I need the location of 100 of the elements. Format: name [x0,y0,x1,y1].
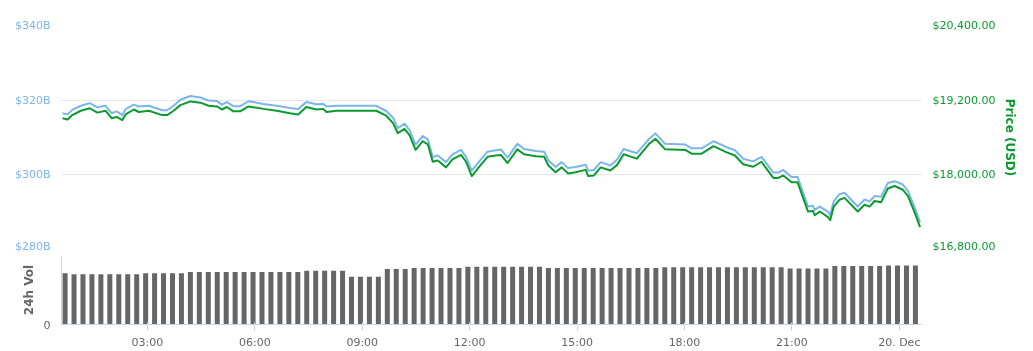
bar [778,267,784,325]
bar [760,267,766,325]
bar [277,272,283,325]
bar [680,267,686,325]
bar [116,274,122,325]
bar [456,267,462,325]
x-tick-label: 20. Dec [878,335,921,349]
bar [805,268,811,325]
bar [796,268,802,325]
bar [447,267,453,325]
bar [787,268,793,325]
bar [107,274,113,325]
bar [420,267,426,325]
y2-tick-label: $20,400.00 [932,19,996,32]
bar [71,274,77,325]
bar [483,266,489,325]
bar [268,272,274,325]
bar [850,266,856,325]
bar [286,272,292,325]
bar [232,272,238,325]
bar [877,266,883,325]
bar [125,274,131,325]
x-tick-label: 12:00 [453,335,486,349]
x-tick-label: 15:00 [561,335,593,349]
y-tick-label: $300B [14,168,51,182]
bar [492,266,498,325]
bar [304,270,310,325]
bar [519,266,525,325]
bar [868,266,874,325]
bar [223,272,229,325]
y-tick-label: $280B [14,239,51,253]
bar [724,267,730,325]
bar [169,273,175,325]
bar [214,272,220,325]
bar [134,274,140,325]
bar [751,267,757,325]
bar [98,274,104,325]
bar [250,272,256,325]
bar [465,266,471,325]
bar [581,267,587,325]
bar [689,267,695,325]
bar [563,267,569,325]
bar [814,268,820,325]
bar [886,265,892,325]
text: 0 [43,318,51,332]
bar [143,273,149,325]
bar [89,274,95,325]
bar [841,266,847,325]
y-tick-label: $320B [14,93,51,107]
bar [832,266,838,325]
bar [545,267,551,325]
bar [608,267,614,325]
bar [474,266,480,325]
bar [295,272,301,325]
bar [554,267,560,325]
bar [644,267,650,325]
x-tick-label: 06:00 [238,335,271,349]
bar [331,270,337,325]
y2-axis-title: Price (USD) [1003,98,1018,177]
bar [895,265,901,325]
bar [572,267,578,325]
x-tick-label: 18:00 [668,335,701,349]
bar [715,267,721,325]
bar [698,267,704,325]
bar [322,270,328,325]
bar [707,267,713,325]
bar [393,269,399,325]
bar [349,276,355,325]
bar [178,273,184,325]
bar [384,269,390,325]
x-tick-label: 09:00 [346,335,379,349]
bar [241,272,247,325]
y2-tick-label: $18,000.00 [932,168,996,182]
bar [152,273,158,325]
x-tick-label: 03:00 [131,335,164,349]
bar [366,276,372,325]
bar [733,267,739,325]
bar [510,266,516,325]
bar [375,276,381,325]
bar [196,272,202,325]
y2-tick-label: $16,800.00 [932,239,996,253]
bar [161,273,167,325]
bar [402,269,408,325]
bar [501,266,507,325]
bar [590,267,596,325]
bar [635,267,641,325]
bar [340,270,346,325]
bar [536,266,542,325]
bar [859,266,865,325]
bar [599,267,605,325]
bar [742,267,748,325]
bar [662,267,668,325]
bar [823,268,829,325]
bar [912,265,918,325]
bar [357,276,363,325]
y-axis-title: 24h Vol [21,264,36,316]
x-tick-label: 21:00 [776,335,808,349]
bar [313,270,319,325]
bar [259,272,265,325]
bar [438,267,444,325]
